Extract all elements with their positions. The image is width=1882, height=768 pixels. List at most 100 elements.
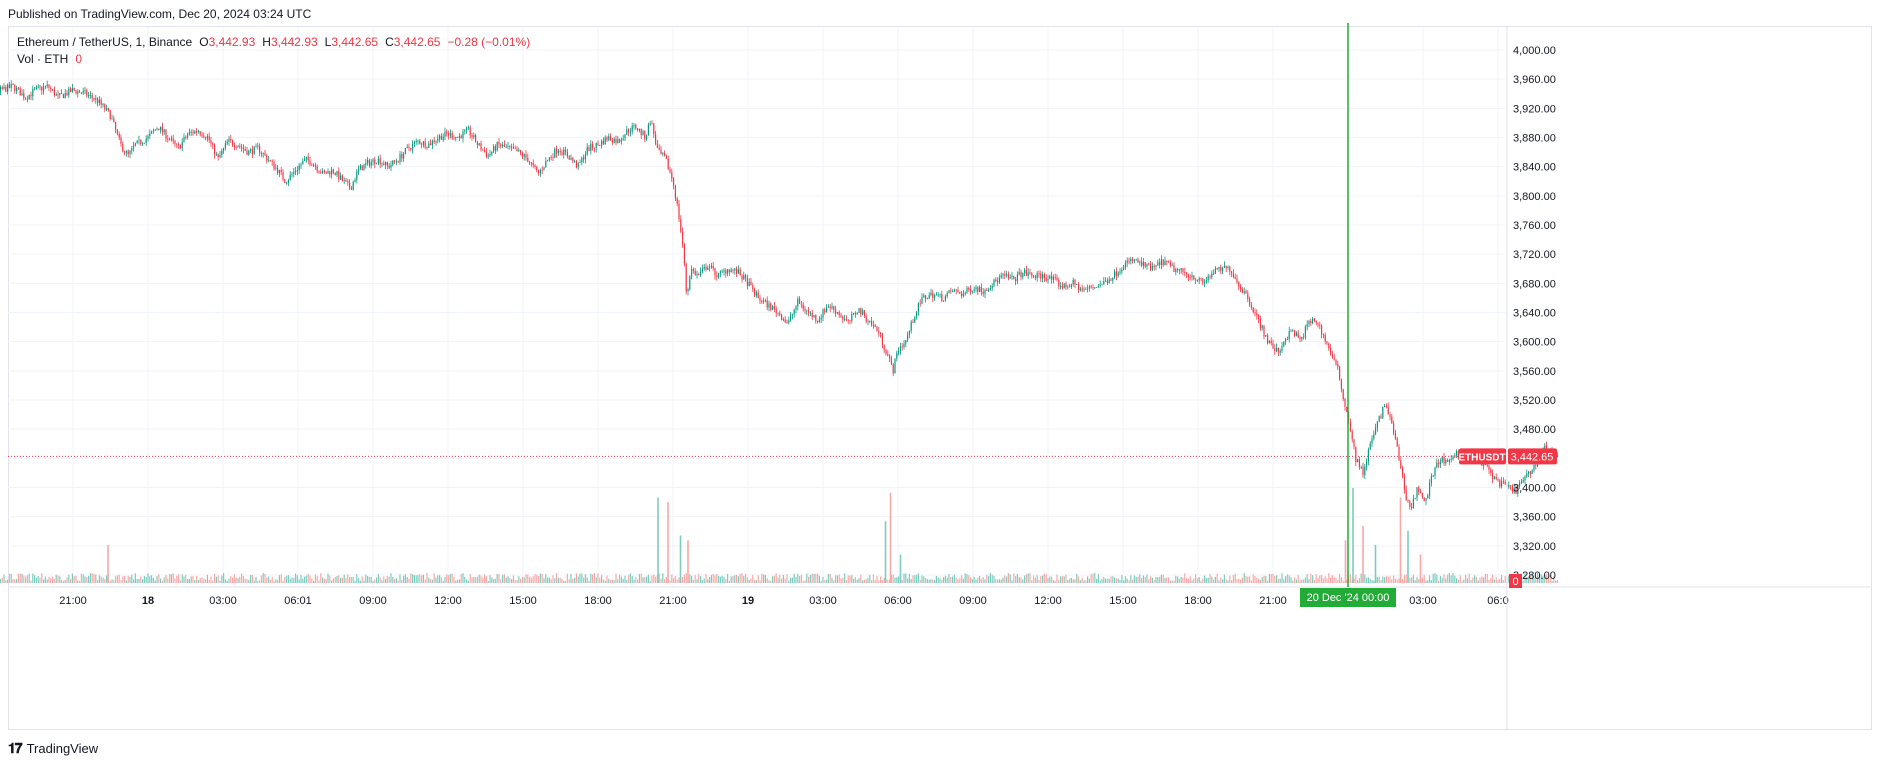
candle-body [44, 86, 46, 87]
candle-body [943, 300, 945, 302]
candle-body [802, 304, 804, 309]
candle-body [968, 287, 970, 290]
volume-bar [865, 579, 867, 583]
volume-bar [997, 579, 999, 583]
volume-bar [826, 579, 828, 583]
volume-bar [356, 574, 358, 583]
volume-bar [1135, 576, 1137, 583]
volume-bar [214, 573, 216, 583]
time-tick-label: 09:00 [959, 595, 987, 607]
candle-body [219, 155, 221, 157]
time-axis: 21:00 18 03:00 06:01 09:00 12:00 15:00 18:00 21:… [59, 595, 1508, 607]
volume-bar [1376, 576, 1378, 583]
volume-bar [539, 573, 541, 583]
volume-bar [1382, 576, 1384, 583]
candle-body [1364, 466, 1366, 476]
volume-bar [1389, 576, 1391, 583]
volume-bar [878, 580, 880, 583]
candle-body [1412, 498, 1414, 509]
candle-body [777, 312, 779, 314]
candle-body [1524, 476, 1526, 481]
volume-bar [374, 579, 376, 583]
candle-body [127, 151, 129, 155]
candle-body [475, 135, 477, 143]
candle-body [469, 127, 471, 136]
candle-body [449, 132, 451, 136]
candle-body [1245, 290, 1247, 294]
candle-body [1227, 266, 1229, 268]
volume-bar [1234, 573, 1236, 583]
candle-body [619, 139, 621, 142]
candle-body [183, 137, 185, 142]
volume-bar [68, 574, 70, 583]
candle-body [989, 288, 991, 290]
volume-bar [341, 577, 343, 583]
volume-bar [802, 580, 804, 583]
candle-body [390, 165, 392, 168]
candle-body [835, 309, 837, 314]
candle-body [818, 319, 820, 322]
chart-pane[interactable] [8, 26, 1872, 730]
candle-body [1000, 275, 1002, 278]
candle-body [1556, 455, 1558, 457]
volume-bar [134, 573, 136, 583]
legend-volume-row: Vol · ETH 0 [17, 51, 530, 68]
candle-body [300, 164, 302, 166]
volume-bar [631, 575, 633, 583]
candle-body [214, 144, 216, 155]
volume-bar [1209, 574, 1211, 583]
volume-bar [593, 573, 595, 583]
volume-bar [770, 580, 772, 583]
volume-bar [64, 579, 66, 583]
candle-body [59, 93, 61, 96]
candle-body [691, 269, 693, 277]
volume-bar [152, 577, 154, 583]
volume-bar [901, 579, 903, 583]
candle-body [3, 86, 5, 89]
volume-bar [1250, 580, 1252, 583]
candle-body [601, 140, 603, 146]
volume-bar [1429, 575, 1431, 583]
volume-bar [691, 575, 693, 583]
price-tick-label: 3,560.00 [1513, 366, 1556, 378]
volume-bar [1043, 573, 1045, 583]
volume-bar [462, 573, 464, 583]
candle-body [959, 292, 961, 294]
volume-bar [1522, 580, 1524, 583]
candle-body [1252, 307, 1254, 313]
volume-bar [748, 579, 750, 583]
volume-bar [705, 574, 707, 583]
candle-body [280, 169, 282, 173]
candle-body [1420, 492, 1422, 494]
tradingview-logo[interactable]: 𝟏𝟕 TradingView [8, 740, 98, 757]
volume-bar [1499, 578, 1501, 583]
volume-bar [1000, 579, 1002, 583]
volume-bar [212, 580, 214, 583]
volume-bar [235, 577, 237, 583]
candle-body [259, 146, 261, 153]
candle-body [1488, 465, 1490, 470]
candle-body [1042, 274, 1044, 279]
volume-bar [1231, 580, 1233, 583]
volume-bar [1432, 573, 1434, 583]
volume-bar [568, 579, 570, 583]
volume-bar [1288, 575, 1290, 583]
volume-bar [527, 574, 529, 583]
volume-bar [460, 573, 462, 583]
candle-body [1303, 337, 1305, 338]
candle-body [1501, 481, 1503, 487]
candle-body [865, 315, 867, 322]
volume-bar [156, 575, 158, 583]
candle-body [338, 171, 340, 180]
volume-bar [1047, 578, 1049, 583]
volume-bar [829, 573, 831, 583]
candle-body [696, 274, 698, 276]
volume-bar [277, 579, 279, 583]
candle-body [404, 147, 406, 154]
candle-body [241, 146, 243, 148]
candle-body [66, 93, 68, 96]
candle-body [746, 278, 748, 287]
candle-body [1168, 261, 1170, 263]
volume-bar [109, 580, 111, 583]
